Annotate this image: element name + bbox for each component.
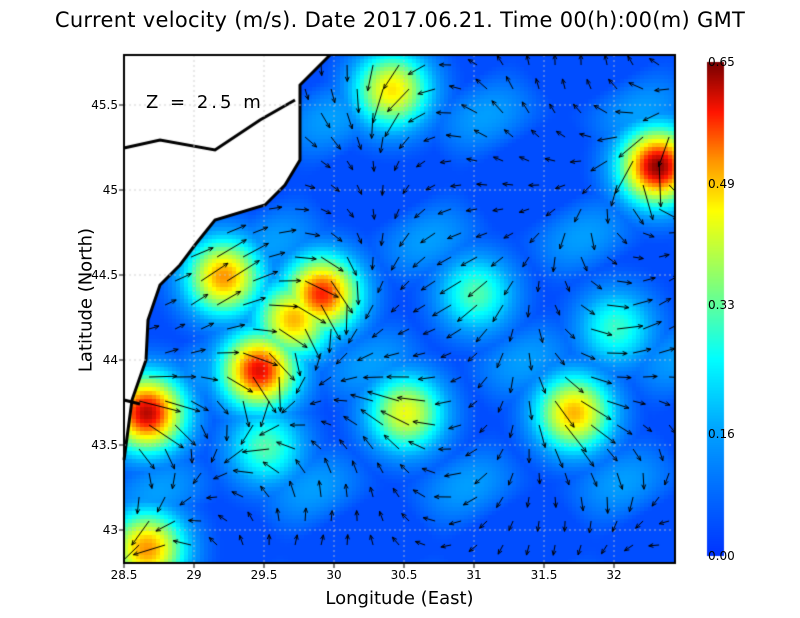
colorbar-tick-label: 0.49 — [708, 176, 735, 191]
y-tick-label: 44 — [102, 353, 118, 367]
y-axis-label: Latitude (North) — [75, 227, 97, 373]
x-tick-label: 30 — [326, 568, 342, 582]
x-tick-label: 31 — [466, 568, 482, 582]
colorbar-tick-label: 0.00 — [708, 549, 735, 563]
x-tick-label: 29 — [186, 568, 202, 582]
colorbar-tick-label: 0.33 — [708, 298, 735, 313]
x-tick-label: 32 — [606, 568, 622, 582]
x-tick-label: 31.5 — [530, 568, 558, 582]
x-tick-label: 29.5 — [250, 568, 278, 582]
colorbar-tick-label: 0.16 — [708, 427, 735, 442]
y-tick-label: 44.5 — [91, 268, 118, 282]
x-tick-label: 28.5 — [110, 568, 138, 582]
x-tick-label: 30.5 — [390, 568, 418, 582]
y-tick-label: 43 — [102, 523, 118, 537]
y-tick-label: 45.5 — [91, 98, 118, 112]
x-axis-label: Longitude (East) — [325, 588, 474, 609]
y-tick-label: 43.5 — [91, 438, 118, 452]
y-tick-label: 45 — [102, 183, 118, 197]
depth-annotation: Z = 2.5 m — [146, 92, 264, 113]
colorbar-tick-label: 0.65 — [708, 55, 735, 69]
chart-title: Current velocity (m/s). Date 2017.06.21.… — [54, 8, 746, 32]
